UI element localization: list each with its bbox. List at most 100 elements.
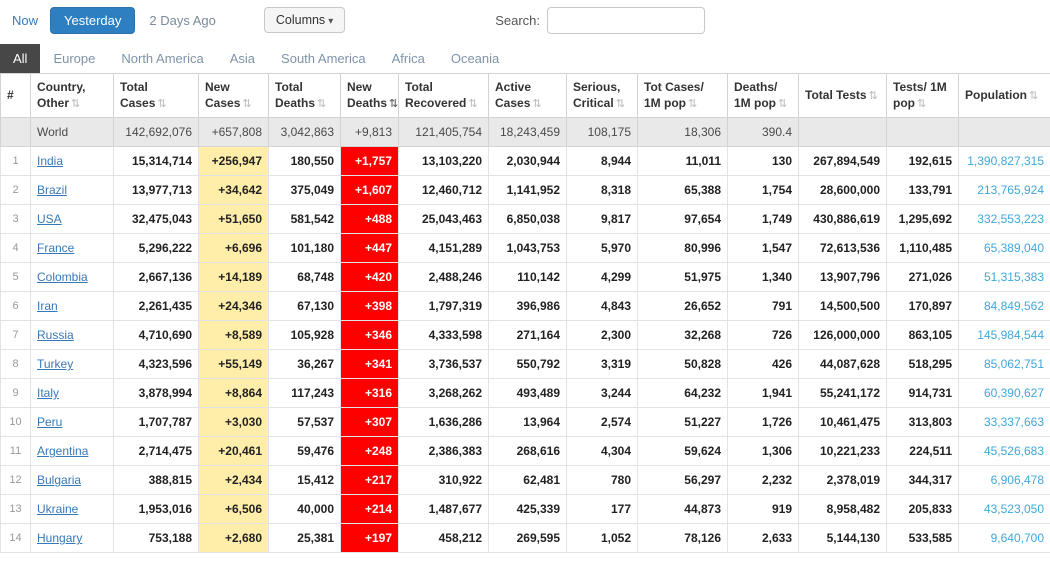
cell-total-tests: 10,461,475 [798, 407, 887, 438]
col-header-total-cases[interactable]: Total Cases ⇅ [113, 72, 199, 119]
sort-icon: ⇅ [917, 97, 927, 110]
population-link[interactable]: 51,315,383 [983, 270, 1044, 285]
population-link[interactable]: 1,390,827,315 [967, 154, 1044, 169]
cell-total-tests: 55,241,172 [798, 378, 887, 409]
country-link[interactable]: Argentina [37, 444, 89, 459]
col-header-cases-per-1m[interactable]: Tot Cases/ 1M pop ⇅ [637, 72, 728, 119]
col-header-total-tests[interactable]: Total Tests ⇅ [798, 72, 887, 119]
country-link[interactable]: Russia [37, 328, 74, 343]
cell-country: Turkey [30, 349, 114, 380]
country-link[interactable]: Brazil [37, 183, 68, 198]
columns-dropdown-button[interactable]: Columns ▾ [263, 7, 346, 33]
sort-icon: ⇅ [71, 97, 81, 110]
col-header-rank[interactable]: # [0, 72, 31, 119]
col-header-new-deaths[interactable]: New Deaths ⇅ [340, 72, 399, 119]
cell-total-cases: 15,314,714 [113, 146, 199, 177]
cell-total-tests: 5,144,130 [798, 523, 887, 554]
tab-all[interactable]: All [0, 44, 41, 73]
cell-country: Russia [30, 320, 114, 351]
country-link[interactable]: Peru [37, 415, 63, 430]
country-link[interactable]: Italy [37, 386, 60, 401]
cell-country: Bulgaria [30, 465, 114, 496]
population-link[interactable]: 332,553,223 [977, 212, 1044, 227]
col-header-total-deaths[interactable]: Total Deaths ⇅ [268, 72, 341, 119]
tab-asia[interactable]: Asia [229, 51, 256, 66]
cell-country: Hungary [30, 523, 114, 554]
country-link[interactable]: Hungary [37, 531, 83, 546]
cell-rank: 9 [0, 378, 31, 409]
two-days-ago-link[interactable]: 2 Days Ago [149, 12, 216, 28]
yesterday-button[interactable]: Yesterday [50, 6, 136, 34]
cell-total-tests: 430,886,619 [798, 204, 887, 235]
tab-europe[interactable]: Europe [53, 51, 96, 66]
cell-active-cases: 550,792 [488, 349, 567, 380]
cell-country: France [30, 233, 114, 264]
col-header-serious-critical[interactable]: Serious, Critical ⇅ [566, 72, 638, 119]
cell-tests-per-1m [886, 117, 959, 148]
tab-north-america[interactable]: North America [121, 51, 204, 66]
tab-africa[interactable]: Africa [391, 51, 425, 66]
population-link[interactable]: 45,526,683 [983, 444, 1044, 459]
country-link[interactable]: Iran [37, 299, 58, 314]
cell-total-recovered: 2,488,246 [398, 262, 489, 293]
col-header-tests-per-1m[interactable]: Tests/ 1M pop ⇅ [886, 72, 959, 119]
cell-total-recovered: 1,797,319 [398, 291, 489, 322]
tab-south-america[interactable]: South America [281, 51, 366, 66]
country-link[interactable]: India [37, 154, 64, 169]
cell-new-deaths: +398 [340, 291, 399, 322]
cell-new-deaths: +488 [340, 204, 399, 235]
tab-oceania[interactable]: Oceania [450, 51, 500, 66]
col-header-country[interactable]: Country, Other ⇅ [30, 72, 114, 119]
table-row: 2 Brazil 13,977,713 +34,642 375,049 +1,607 12,… [0, 175, 1050, 206]
population-link[interactable]: 43,523,050 [983, 502, 1044, 517]
population-link[interactable]: 145,984,544 [977, 328, 1044, 343]
cell-population: 213,765,924 [958, 175, 1050, 206]
cell-total-tests: 8,958,482 [798, 494, 887, 525]
cell-country: Iran [30, 291, 114, 322]
country-link[interactable]: Colombia [37, 270, 88, 285]
col-header-new-cases[interactable]: New Cases ⇅ [198, 72, 269, 119]
cell-population: 1,390,827,315 [958, 146, 1050, 177]
cell-serious-critical: 2,300 [566, 320, 638, 351]
col-header-deaths-per-1m[interactable]: Deaths/ 1M pop ⇅ [727, 72, 799, 119]
population-link[interactable]: 9,640,700 [990, 531, 1044, 546]
cell-total-tests: 28,600,000 [798, 175, 887, 206]
population-link[interactable]: 84,849,562 [983, 299, 1044, 314]
country-link[interactable]: Ukraine [37, 502, 79, 517]
country-link[interactable]: Bulgaria [37, 473, 82, 488]
cell-serious-critical: 9,817 [566, 204, 638, 235]
population-link[interactable]: 65,389,040 [983, 241, 1044, 256]
cell-population: 51,315,383 [958, 262, 1050, 293]
cell-deaths-per-1m: 1,340 [727, 262, 799, 293]
cell-tests-per-1m: 533,585 [886, 523, 959, 554]
population-link[interactable]: 33,337,663 [983, 415, 1044, 430]
country-link[interactable]: France [37, 241, 75, 256]
cell-total-deaths: 180,550 [268, 146, 341, 177]
population-link[interactable]: 60,390,627 [983, 386, 1044, 401]
cell-active-cases: 110,142 [488, 262, 567, 293]
cell-new-deaths: +346 [340, 320, 399, 351]
cell-cases-per-1m: 50,828 [637, 349, 728, 380]
cell-total-recovered: 1,487,677 [398, 494, 489, 525]
population-link[interactable]: 213,765,924 [977, 183, 1044, 198]
cell-serious-critical: 1,052 [566, 523, 638, 554]
table-row: 13 Ukraine 1,953,016 +6,506 40,000 +214 1,487,… [0, 494, 1050, 525]
cell-new-deaths: +1,607 [340, 175, 399, 206]
population-link[interactable]: 6,906,478 [990, 473, 1044, 488]
country-link[interactable]: USA [37, 212, 62, 227]
col-header-total-recovered[interactable]: Total Recovered ⇅ [398, 72, 489, 119]
population-link[interactable]: 85,062,751 [983, 357, 1044, 372]
table-body: World 142,692,076 +657,808 3,042,863 +9,813 1… [0, 117, 1050, 554]
now-link[interactable]: Now [12, 12, 39, 28]
cell-total-tests: 14,500,500 [798, 291, 887, 322]
search-input[interactable] [547, 6, 706, 34]
cell-total-deaths: 40,000 [268, 494, 341, 525]
cell-new-deaths: +420 [340, 262, 399, 293]
cell-serious-critical: 108,175 [566, 117, 638, 148]
col-header-active-cases[interactable]: Active Cases ⇅ [488, 72, 567, 119]
country-link[interactable]: Turkey [37, 357, 74, 372]
col-header-population[interactable]: Population ⇅ [958, 72, 1050, 119]
cell-new-deaths: +9,813 [340, 117, 399, 148]
cell-cases-per-1m: 65,388 [637, 175, 728, 206]
cell-cases-per-1m: 51,975 [637, 262, 728, 293]
